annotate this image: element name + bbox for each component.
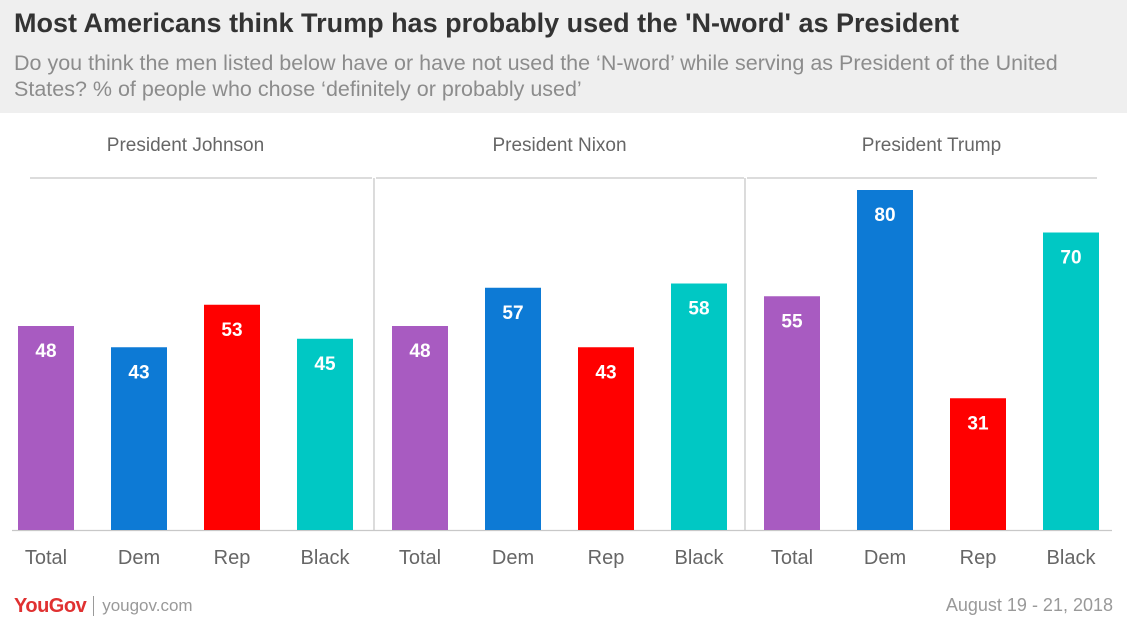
x-tick-label: Total [25,547,67,569]
data-label: 55 [781,311,803,332]
bar-dem [111,347,167,530]
panel-title: President Trump [862,135,1001,156]
bar-rep [204,304,260,530]
x-tick-label: Dem [492,547,534,569]
data-label: 48 [35,341,56,362]
data-label: 43 [595,362,616,383]
data-label: 57 [502,303,523,324]
panel-title: President Nixon [492,135,626,156]
bar-total [18,326,74,530]
bar-black [1043,232,1099,530]
footer-separator [93,596,95,616]
site-link[interactable]: yougov.com [102,596,193,615]
data-label: 80 [874,205,895,226]
panel-title: President Johnson [107,135,264,156]
data-label: 48 [409,341,430,362]
bar-rep [578,347,634,530]
x-tick-label: Black [301,547,351,569]
data-label: 53 [221,320,242,341]
chart-area: President Johnson 48 Total 43 Dem 53 Rep 45 Blac… [12,135,1112,569]
data-label: 43 [128,362,149,383]
x-tick-label: Dem [118,547,160,569]
x-tick-label: Black [1047,547,1097,569]
bar-black [671,283,727,530]
chart-subtitle: Do you think the men listed below have o… [14,51,1058,101]
bar-black [297,338,353,530]
x-tick-label: Rep [214,547,251,569]
bar-dem [857,190,913,530]
chart-title: Most Americans think Trump has probably … [14,8,960,38]
header: Most Americans think Trump has probably … [0,0,1127,113]
x-tick-label: Total [399,547,441,569]
x-tick-label: Rep [588,547,625,569]
yougov-logo[interactable]: YouGov [14,594,87,617]
data-label: 31 [967,413,989,434]
bar-dem [485,287,541,530]
data-label: 70 [1060,248,1081,269]
x-tick-label: Black [675,547,725,569]
x-tick-label: Total [771,547,813,569]
data-label: 45 [314,354,336,375]
survey-date: August 19 - 21, 2018 [945,595,1113,615]
footer-brand: YouGov yougov.com [14,594,193,618]
bar-total [392,326,448,530]
x-tick-label: Dem [864,547,906,569]
bar-rep [950,398,1006,530]
bar-total [764,296,820,530]
x-tick-label: Rep [960,547,997,569]
data-label: 58 [688,299,709,320]
